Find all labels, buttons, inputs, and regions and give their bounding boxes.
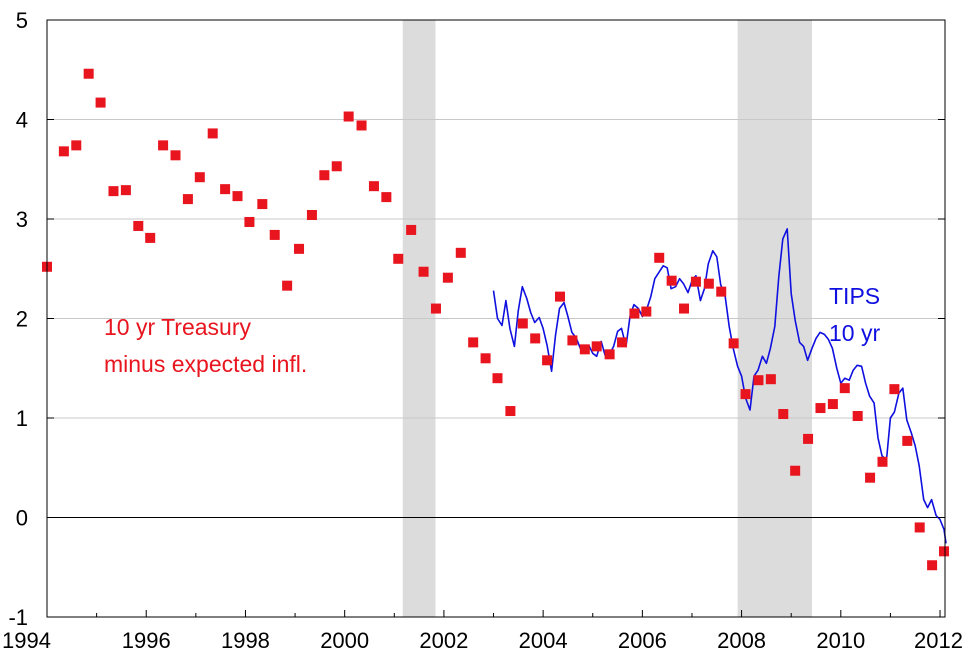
treasury-marker [567,335,578,346]
treasury-annotation-line1: 10 yr Treasury [104,314,251,340]
treasury-marker [468,337,479,348]
treasury-marker [319,170,330,181]
treasury-marker [617,337,628,348]
treasury-marker [555,291,566,302]
treasury-marker [95,97,106,108]
tips-line [492,228,947,544]
treasury-marker [505,406,516,417]
treasury-annotation-line2: minus expected infl. [104,351,307,377]
x-tick-label: 2006 [618,628,667,653]
treasury-marker [852,411,863,422]
treasury-marker [455,247,466,258]
treasury-marker [790,465,801,476]
y-tick-label: -1 [8,605,28,630]
tips-series [492,228,947,544]
treasury-marker [120,185,131,196]
treasury-marker [753,375,764,386]
treasury-marker [839,383,850,394]
treasury-marker [194,172,205,183]
y-tick-label: 5 [16,8,28,33]
x-tick-label: 1994 [2,628,51,653]
y-axis-ticks: -1 0 1 2 3 4 5 [8,8,945,630]
treasury-marker [690,276,701,287]
treasury-marker [356,120,367,131]
treasury-marker [604,349,615,360]
treasury-marker [244,216,255,227]
treasury-marker [71,140,82,151]
treasury-marker [728,338,739,349]
x-tick-label: 2008 [717,628,766,653]
treasury-marker [306,210,317,221]
treasury-marker [108,186,119,197]
treasury-marker [803,433,814,444]
treasury-marker [430,303,441,314]
treasury-marker [579,344,590,355]
treasury-marker [827,399,838,410]
treasury-marker [629,308,640,319]
treasury-marker [170,150,181,161]
x-tick-label: 1998 [221,628,270,653]
treasury-marker [418,266,429,277]
treasury-marker [914,522,925,533]
treasury-marker [902,435,913,446]
y-tick-label: 2 [16,307,28,332]
treasury-marker [406,224,417,235]
treasury-marker [133,220,144,231]
y-tick-label: 0 [16,506,28,531]
y-tick-label: 1 [16,406,28,431]
tips-annotation-line1: TIPS [829,283,880,309]
treasury-marker [889,384,900,395]
treasury-marker [257,199,268,210]
treasury-marker [765,374,776,385]
treasury-marker [492,373,503,384]
tips-annotation-line2: 10 yr [829,320,880,346]
treasury-marker [517,318,528,329]
treasury-marker [381,192,392,203]
treasury-marker [83,68,94,79]
treasury-marker [654,252,665,263]
treasury-marker [815,403,826,414]
treasury-marker [393,253,404,264]
treasury-marker [220,184,231,195]
x-tick-label: 2010 [816,628,865,653]
treasury-marker [542,355,553,366]
treasury-marker [294,243,305,254]
x-tick-label: 2000 [320,628,369,653]
x-tick-label: 1996 [122,628,171,653]
treasury-marker [269,229,280,240]
treasury-marker [666,275,677,286]
treasury-marker [939,546,950,557]
treasury-marker [716,286,727,297]
x-tick-label: 2004 [519,628,568,653]
treasury-marker [480,353,491,364]
treasury-marker [530,333,541,344]
treasury-marker [331,161,342,172]
x-tick-label: 2012 [914,628,963,653]
y-tick-label: 3 [16,207,28,232]
treasury-marker [740,389,751,400]
treasury-marker [778,409,789,420]
treasury-marker [58,146,69,157]
treasury-marker [877,456,888,467]
treasury-marker [343,111,354,122]
treasury-marker [282,280,293,291]
treasury-marker [679,303,690,314]
treasury-marker [182,194,193,205]
treasury-marker [145,232,156,243]
treasury-marker [641,306,652,317]
treasury-marker [927,560,938,571]
x-axis-ticks: 1994 1996 1998 2000 2002 2004 2006 2008 2010 2012 [2,610,963,653]
treasury-marker [865,472,876,483]
treasury-marker [368,181,379,192]
treasury-marker [442,272,453,283]
treasury-marker [591,341,602,352]
treasury-marker [703,278,714,289]
y-tick-label: 4 [16,108,28,133]
treasury-marker [232,191,243,202]
x-tick-label: 2002 [419,628,468,653]
treasury-marker [207,128,218,139]
treasury-marker [158,140,169,151]
